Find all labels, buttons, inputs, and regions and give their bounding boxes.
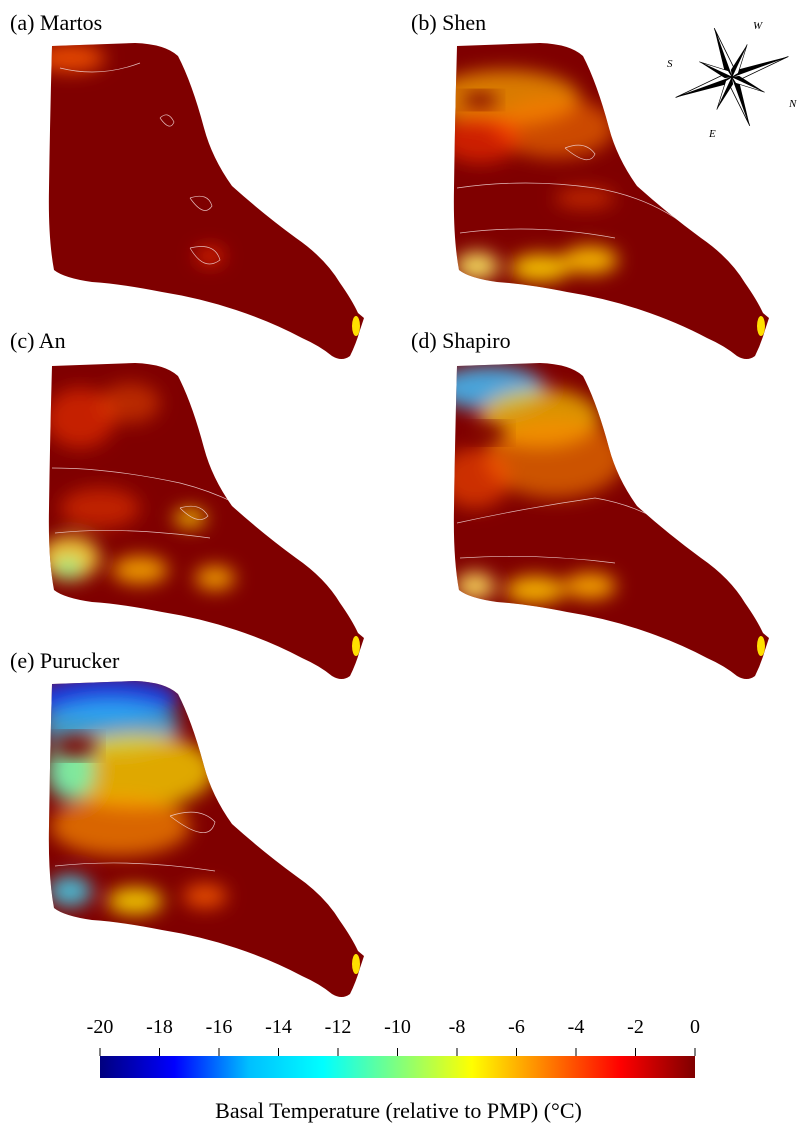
map-panel-b <box>453 43 769 359</box>
pmp-contour-line <box>189 246 221 265</box>
map-panel-e <box>48 681 364 997</box>
temperature-field-patch <box>55 733 215 809</box>
ice-domain-a <box>48 43 364 359</box>
temperature-field-patch <box>107 887 163 915</box>
colorbar-tick-label: -14 <box>265 1016 292 1038</box>
temperature-field-patch <box>48 388 115 448</box>
terminus-warm-spot <box>352 636 360 656</box>
compass-letter-n: N <box>788 98 797 110</box>
pmp-contour-line <box>179 505 209 520</box>
colorbar-tick-label: -6 <box>508 1016 525 1038</box>
colorbar-tick-label: -4 <box>567 1016 585 1038</box>
temperature-field-patch <box>48 875 92 907</box>
panel-title-b: (b) Shen <box>411 10 487 35</box>
pmp-contour-line <box>189 195 213 211</box>
temperature-field-patch <box>48 44 105 72</box>
colorbar-tick-label: -16 <box>205 1016 233 1038</box>
pmp-contour-line <box>59 62 141 73</box>
temperature-field-patch <box>196 248 224 264</box>
terminus-warm-spot <box>757 316 765 336</box>
temperature-field-patch <box>60 488 140 528</box>
compass-rose-icon: W S N E <box>667 20 797 140</box>
map-panel-c <box>48 363 364 679</box>
temperature-field-patch <box>510 254 570 282</box>
terminus-warm-spot <box>352 954 360 974</box>
terminus-warm-spot <box>352 316 360 336</box>
pmp-contour-line <box>456 182 696 234</box>
temperature-field-patch <box>505 576 565 604</box>
pmp-contour-line <box>564 144 596 161</box>
pmp-contour-line <box>459 555 616 564</box>
colorbar-gradient <box>100 1056 695 1078</box>
colorbar-tick-label: -20 <box>86 1016 114 1038</box>
colorbar-tick-label: -18 <box>146 1016 173 1038</box>
temperature-field-patch <box>50 796 190 856</box>
compass-letter-w: W <box>753 20 763 32</box>
colorbar-tick-label: -8 <box>448 1016 466 1038</box>
map-panel-d <box>453 363 769 679</box>
temperature-field-patch <box>455 572 495 600</box>
panel-title-d: (d) Shapiro <box>411 328 511 353</box>
temperature-field-patch <box>54 558 82 578</box>
pmp-region-patch <box>53 734 97 758</box>
temperature-field-patch <box>564 573 616 599</box>
temperature-field-patch <box>485 418 625 498</box>
colorbar-tick-label: -12 <box>324 1016 352 1038</box>
pmp-contour-line <box>169 811 216 834</box>
colorbar-tick-label: 0 <box>690 1016 700 1038</box>
ice-domain-c <box>48 363 364 679</box>
panel-title-a: (a) Martos <box>10 10 103 35</box>
colorbar <box>99 1048 696 1078</box>
pmp-contour-line <box>159 114 175 127</box>
colorbar-title: Basal Temperature (relative to PMP) (°C) <box>215 1098 582 1123</box>
temperature-field-patch <box>455 252 499 280</box>
temperature-field-patch <box>562 246 618 274</box>
temperature-field-patch <box>174 509 206 527</box>
pmp-contour-line <box>459 228 616 239</box>
pmp-region-patch <box>463 423 507 443</box>
temperature-field-patch <box>183 884 227 908</box>
temperature-field-patch <box>555 188 615 208</box>
temperature-field-patch <box>100 383 160 423</box>
terminus-warm-spot <box>757 636 765 656</box>
temperature-field-patch <box>112 556 168 584</box>
pmp-contour-line <box>54 530 211 539</box>
colorbar-tick-label: -10 <box>384 1016 411 1038</box>
temperature-field-patch <box>195 566 235 590</box>
colorbar-tick-label: -2 <box>627 1016 644 1038</box>
pmp-contour-line <box>54 862 216 872</box>
map-panel-a <box>48 43 364 359</box>
pmp-region-patch <box>462 92 498 108</box>
compass-letter-e: E <box>708 128 716 140</box>
compass-letter-s: S <box>667 58 673 70</box>
panel-title-c: (c) An <box>10 328 66 353</box>
panel-title-e: (e) Purucker <box>10 648 120 673</box>
temperature-field-patch <box>495 98 615 158</box>
temperature-field-patch <box>453 448 510 508</box>
temperature-field-patch <box>453 113 520 163</box>
